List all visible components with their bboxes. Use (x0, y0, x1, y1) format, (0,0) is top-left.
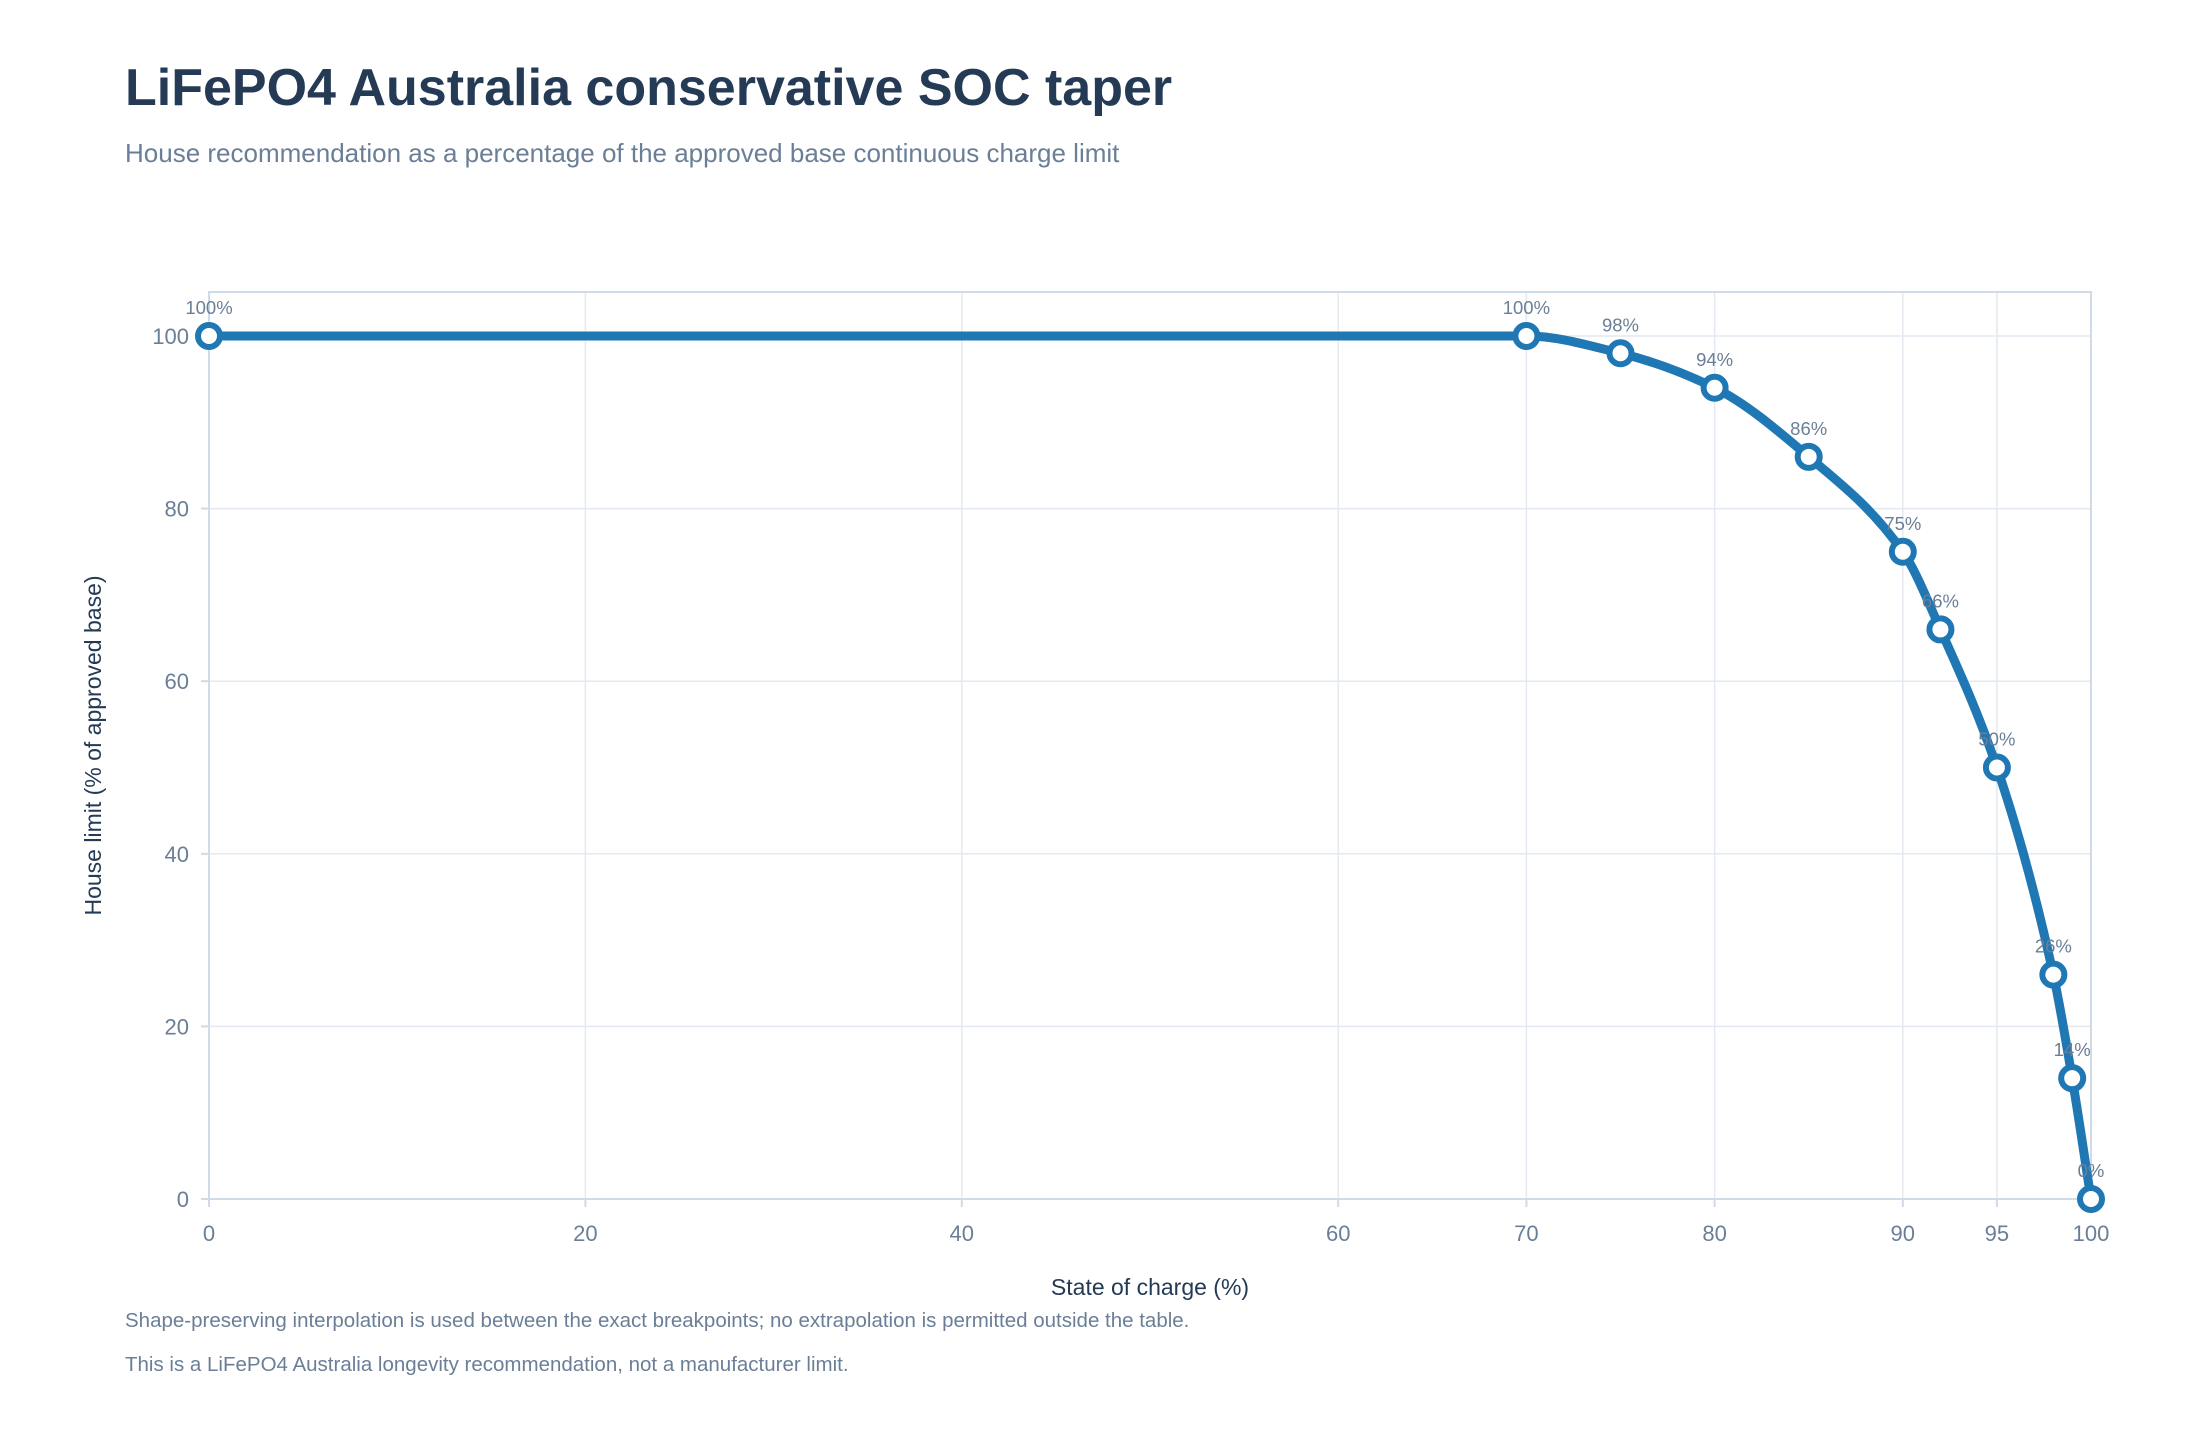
y-tick-label: 80 (165, 497, 189, 522)
x-tick-label: 95 (1985, 1221, 2009, 1246)
data-label: 0% (2078, 1160, 2105, 1181)
plot-frame (208, 291, 2092, 1200)
x-tick-label: 100 (2073, 1221, 2110, 1246)
data-label: 100% (185, 297, 232, 318)
data-label: 86% (1790, 418, 1827, 439)
data-labels: 100% 100% 98% 94% 86% 75% 66% 50% 26% 14% 0% (185, 297, 2104, 1181)
axis-ticks: 0 20 40 60 70 80 90 95 100 0 20 40 60 80 100 (152, 324, 2109, 1246)
data-label: 75% (1884, 513, 1921, 534)
data-label: 98% (1602, 314, 1639, 335)
data-point (1982, 753, 2011, 782)
x-tick-label: 60 (1326, 1221, 1350, 1246)
data-point (1888, 537, 1917, 566)
data-label: 14% (2054, 1039, 2091, 1060)
x-tick-label: 90 (1891, 1221, 1915, 1246)
chart-subtitle: House recommendation as a percentage of … (125, 138, 1120, 168)
y-axis-title: House limit (% of approved base) (80, 575, 106, 915)
data-point (1926, 615, 1955, 644)
data-label: 94% (1696, 349, 1733, 370)
x-axis-title: State of charge (%) (1051, 1274, 1249, 1300)
data-point (1794, 442, 1823, 471)
x-tick-label: 40 (950, 1221, 974, 1246)
data-point (195, 322, 223, 350)
x-tick-label: 0 (203, 1221, 215, 1246)
footnote-interpolation: Shape-preserving interpolation is used b… (125, 1309, 1190, 1332)
data-point (1512, 322, 1541, 350)
y-tick-label: 0 (177, 1187, 189, 1212)
data-point (2039, 960, 2068, 989)
y-tick-label: 100 (152, 324, 189, 349)
data-point (2058, 1064, 2087, 1093)
data-point (1606, 339, 1635, 368)
data-label: 50% (1978, 729, 2015, 750)
x-tick-label: 20 (573, 1221, 597, 1246)
y-tick-label: 20 (165, 1014, 189, 1039)
data-point (1700, 373, 1729, 402)
data-point (2077, 1185, 2105, 1213)
footnote-disclaimer: This is a LiFePO4 Australia longevity re… (125, 1353, 849, 1376)
data-points (195, 322, 2105, 1213)
chart-title: LiFePO4 Australia conservative SOC taper (125, 59, 1173, 117)
data-label: 66% (1922, 590, 1959, 611)
y-tick-label: 40 (165, 842, 189, 867)
data-label: 26% (2035, 936, 2072, 957)
y-tick-label: 60 (165, 669, 189, 694)
data-label: 100% (1503, 297, 1550, 318)
x-tick-label: 80 (1702, 1221, 1726, 1246)
x-tick-label: 70 (1514, 1221, 1538, 1246)
